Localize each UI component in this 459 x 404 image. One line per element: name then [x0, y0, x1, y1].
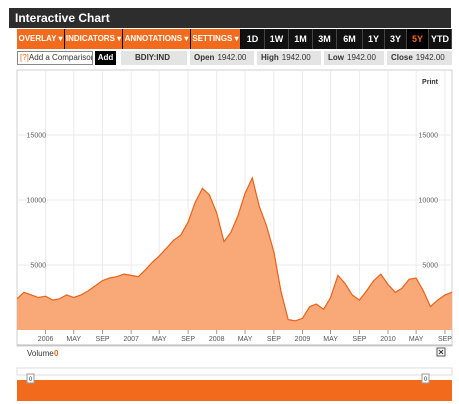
x-tick-label: SEP — [352, 336, 366, 343]
navigator-handle-left-label: 0 — [29, 377, 33, 383]
navigator-handle-left[interactable] — [26, 373, 35, 384]
print-link[interactable]: Print — [422, 79, 439, 86]
ticker-symbol: BDIY:IND — [121, 51, 187, 65]
y-tick-label-right: 10000 — [419, 198, 439, 205]
range-1d-button[interactable]: 1D — [241, 29, 265, 49]
low-label: Low — [328, 53, 344, 62]
x-tick-label: 2008 — [209, 336, 225, 343]
settings-menu[interactable]: SETTINGS ▾ — [191, 29, 241, 49]
low-value: 1942.00 — [347, 53, 376, 62]
x-tick-label: MAY — [238, 336, 253, 343]
ticker-label: BDIY:IND — [135, 53, 170, 62]
open-label: Open — [194, 53, 215, 62]
close-stat: Close 1942.00 — [387, 51, 452, 65]
x-axis-labels: 2006 MAY SEP 2007 MAY SEP 2008 MAY SEP 2009 MAY SEP… — [38, 330, 452, 343]
y-tick-label-right: 5000 — [422, 263, 438, 270]
range-1m-button[interactable]: 1M — [289, 29, 313, 49]
help-icon[interactable]: [?] — [20, 53, 29, 62]
range-6m-button[interactable]: 6M — [337, 29, 363, 49]
y-axis-labels: 5000 5000 10000 10000 15000 15000 — [27, 133, 439, 270]
annotations-menu[interactable]: ANNOTATIONS ▾ — [123, 29, 191, 49]
volume-label: Volume — [27, 349, 54, 358]
indicators-menu[interactable]: INDICATORS ▾ — [65, 29, 123, 49]
y-tick-label-left: 5000 — [30, 263, 46, 270]
info-bar: [?]Add a Comparison Add BDIY:IND Open 194… — [17, 51, 452, 67]
open-value: 1942.00 — [217, 53, 247, 62]
range-ytd-button[interactable]: YTD — [429, 29, 452, 49]
x-tick-label: 2010 — [380, 336, 396, 343]
high-value: 1942.00 — [281, 53, 311, 62]
volume-value: 0 — [54, 349, 59, 358]
high-label: High — [261, 53, 279, 62]
range-1w-button[interactable]: 1W — [265, 29, 289, 49]
widget-title: Interactive Chart — [9, 8, 451, 28]
y-tick-label-right: 15000 — [419, 133, 439, 140]
range-3m-button[interactable]: 3M — [313, 29, 337, 49]
close-icon[interactable] — [436, 347, 446, 357]
close-value: 1942.00 — [415, 53, 445, 62]
x-tick-label: MAY — [409, 336, 424, 343]
navigator-handle-right[interactable] — [421, 373, 430, 384]
x-tick-label: 2006 — [38, 336, 54, 343]
x-tick-label: MAY — [66, 336, 81, 343]
open-stat: Open 1942.00 — [190, 51, 254, 65]
overlay-menu[interactable]: OVERLAY ▾ — [17, 29, 65, 49]
navigator-handle-right-label: 0 — [424, 377, 428, 383]
range-5y-button[interactable]: 5Y — [407, 29, 429, 49]
high-stat: High 1942.00 — [257, 51, 321, 65]
x-tick-label: MAY — [152, 336, 167, 343]
series-line — [16, 176, 453, 322]
comparison-placeholder: Add a Comparison — [28, 53, 93, 62]
series-area — [16, 176, 453, 330]
x-tick-label: SEP — [438, 336, 452, 343]
x-tick-label: 2007 — [123, 336, 139, 343]
x-tick-label: SEP — [267, 336, 281, 343]
x-tick-label: MAY — [323, 336, 338, 343]
close-label: Close — [391, 53, 413, 62]
add-comparison-button[interactable]: Add — [95, 51, 116, 65]
range-3y-button[interactable]: 3Y — [385, 29, 407, 49]
x-tick-label: SEP — [181, 336, 195, 343]
series-area-fill — [17, 177, 452, 330]
navigator-track — [16, 367, 453, 376]
x-tick-label: SEP — [96, 336, 110, 343]
x-tick-label: 2009 — [295, 336, 311, 343]
y-tick-label-left: 15000 — [27, 133, 47, 140]
chart-toolbar: OVERLAY ▾ INDICATORS ▾ ANNOTATIONS ▾ SET… — [17, 29, 452, 49]
navigator-range[interactable] — [17, 380, 452, 401]
range-1y-button[interactable]: 1Y — [363, 29, 385, 49]
comparison-input[interactable]: [?]Add a Comparison — [17, 51, 93, 65]
low-stat: Low 1942.00 — [324, 51, 384, 65]
y-tick-label-left: 10000 — [27, 198, 47, 205]
